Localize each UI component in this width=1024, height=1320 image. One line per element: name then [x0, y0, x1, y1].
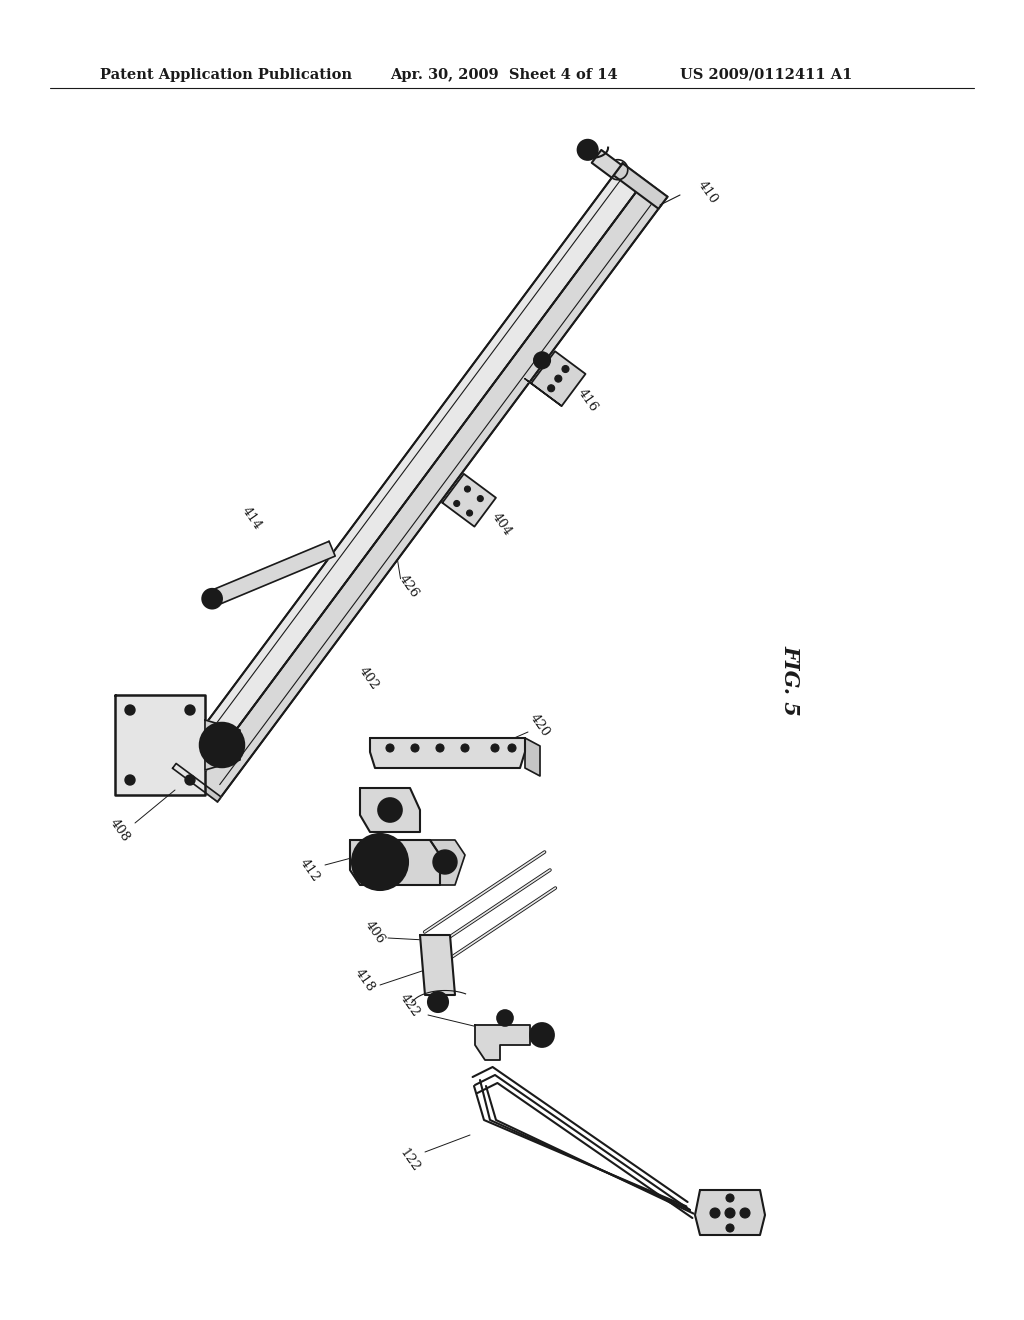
Polygon shape — [205, 719, 240, 770]
Circle shape — [497, 1010, 513, 1026]
Circle shape — [352, 834, 408, 890]
Polygon shape — [195, 180, 668, 801]
Circle shape — [451, 859, 456, 865]
Circle shape — [185, 775, 195, 785]
Circle shape — [726, 1224, 734, 1232]
Circle shape — [454, 500, 460, 507]
Polygon shape — [524, 379, 561, 407]
Polygon shape — [442, 474, 496, 527]
Text: Patent Application Publication: Patent Application Publication — [100, 69, 352, 82]
Text: US 2009/0112411 A1: US 2009/0112411 A1 — [680, 69, 852, 82]
Text: 412: 412 — [297, 855, 323, 884]
Circle shape — [200, 723, 244, 767]
Circle shape — [210, 733, 234, 756]
Circle shape — [501, 1014, 509, 1022]
Circle shape — [433, 850, 457, 874]
Circle shape — [725, 1208, 735, 1218]
Text: 408: 408 — [108, 816, 132, 843]
Circle shape — [465, 486, 470, 492]
Circle shape — [207, 594, 217, 603]
Polygon shape — [613, 164, 668, 209]
Text: 418: 418 — [352, 966, 378, 994]
Polygon shape — [531, 351, 586, 407]
Circle shape — [384, 804, 396, 816]
Circle shape — [726, 1195, 734, 1203]
Circle shape — [434, 859, 439, 865]
Circle shape — [562, 366, 569, 372]
Text: FIG. 5: FIG. 5 — [780, 644, 800, 715]
Polygon shape — [360, 788, 420, 832]
Circle shape — [442, 867, 447, 873]
Circle shape — [530, 1023, 554, 1047]
Circle shape — [433, 997, 443, 1007]
Polygon shape — [209, 541, 335, 606]
Circle shape — [555, 375, 562, 383]
Circle shape — [442, 851, 447, 857]
Text: 422: 422 — [397, 991, 423, 1019]
Polygon shape — [430, 840, 465, 884]
Circle shape — [578, 140, 598, 160]
Circle shape — [535, 352, 550, 368]
Circle shape — [125, 775, 135, 785]
Circle shape — [357, 859, 362, 865]
Circle shape — [185, 705, 195, 715]
Circle shape — [490, 744, 499, 752]
Polygon shape — [350, 840, 440, 884]
Circle shape — [411, 744, 419, 752]
Circle shape — [125, 705, 135, 715]
Polygon shape — [475, 1026, 530, 1060]
Polygon shape — [115, 696, 205, 795]
Circle shape — [538, 356, 546, 364]
Text: 420: 420 — [527, 711, 553, 739]
Text: 406: 406 — [362, 917, 387, 946]
Circle shape — [467, 510, 472, 516]
Text: 414: 414 — [240, 504, 264, 533]
Text: 410: 410 — [695, 178, 720, 206]
Circle shape — [367, 842, 373, 847]
Circle shape — [428, 993, 449, 1012]
Circle shape — [710, 1208, 720, 1218]
Circle shape — [461, 744, 469, 752]
Text: 416: 416 — [574, 385, 600, 414]
Circle shape — [397, 859, 403, 865]
Circle shape — [386, 744, 394, 752]
Circle shape — [378, 799, 402, 822]
Circle shape — [436, 744, 444, 752]
Text: 402: 402 — [356, 664, 382, 693]
Text: 426: 426 — [396, 573, 421, 601]
Polygon shape — [420, 935, 455, 995]
Circle shape — [508, 744, 516, 752]
Polygon shape — [172, 164, 645, 785]
Circle shape — [367, 876, 373, 882]
Polygon shape — [695, 1191, 765, 1236]
Polygon shape — [172, 763, 221, 801]
Text: Apr. 30, 2009  Sheet 4 of 14: Apr. 30, 2009 Sheet 4 of 14 — [390, 69, 617, 82]
Circle shape — [387, 842, 393, 847]
Circle shape — [583, 145, 593, 154]
Circle shape — [387, 876, 393, 882]
Circle shape — [202, 589, 222, 609]
Polygon shape — [592, 150, 622, 178]
Circle shape — [372, 854, 388, 870]
Text: 404: 404 — [488, 510, 514, 539]
Text: 122: 122 — [397, 1146, 423, 1173]
Circle shape — [477, 495, 483, 502]
Circle shape — [217, 741, 227, 750]
Polygon shape — [370, 738, 525, 768]
Circle shape — [548, 384, 555, 392]
Circle shape — [740, 1208, 750, 1218]
Polygon shape — [525, 738, 540, 776]
